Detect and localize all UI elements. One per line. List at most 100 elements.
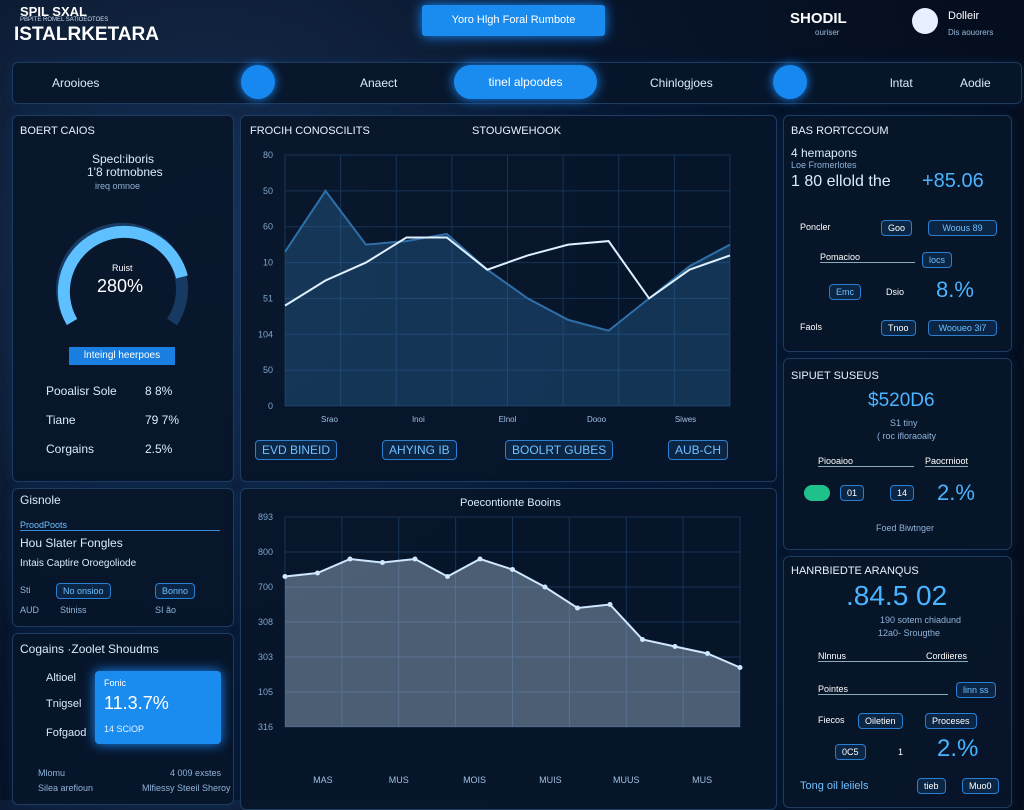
user-sub: ouriser bbox=[815, 28, 840, 37]
point bbox=[542, 584, 548, 590]
card-sub: 14 SCiOP bbox=[104, 724, 145, 734]
footer-text: Silea arefioun bbox=[38, 783, 94, 793]
status-panel bbox=[12, 115, 234, 482]
cell: SI ão bbox=[155, 605, 177, 615]
user-name[interactable]: SHODIL bbox=[790, 10, 847, 27]
nav-item[interactable]: Arooioes bbox=[52, 76, 100, 90]
nav-item[interactable]: lntat bbox=[890, 76, 913, 90]
summary-line: Loe Fromerlotes bbox=[791, 160, 857, 170]
chart-subtitle: STOUGWEHOOK bbox=[472, 125, 562, 137]
row-label: Paocrnioot bbox=[925, 456, 969, 467]
chip[interactable]: tieb bbox=[917, 778, 946, 794]
point bbox=[445, 574, 450, 579]
chip[interactable]: Tnoo bbox=[881, 320, 916, 336]
footer-text: Mlfiessy Steeil Sheroy bbox=[142, 783, 231, 793]
y-tick-label: 893 bbox=[258, 512, 273, 522]
x-tick-label: MAS bbox=[313, 775, 333, 785]
row-label: Corgains bbox=[46, 442, 95, 456]
toggle[interactable] bbox=[804, 485, 830, 501]
support-footer: Foed Biwtnger bbox=[876, 523, 935, 533]
user2-name[interactable]: Dolleir bbox=[948, 10, 980, 22]
chip[interactable]: No onsioo bbox=[56, 583, 111, 599]
nav-item[interactable]: Aodie bbox=[960, 76, 991, 90]
panel-title: Boert caios bbox=[20, 125, 95, 137]
highlight-card[interactable] bbox=[95, 671, 221, 744]
legend-button[interactable]: AHYING IB bbox=[382, 440, 457, 460]
point bbox=[282, 574, 288, 579]
panel-title: Sipuet Suseus bbox=[791, 370, 879, 382]
status-button[interactable]: lnteingl heerpoes bbox=[69, 347, 175, 365]
summary-delta: +85.06 bbox=[922, 170, 984, 192]
nav-item[interactable]: Anaect bbox=[360, 76, 398, 90]
cell: AUD bbox=[20, 605, 40, 615]
x-tick-label: Srao bbox=[321, 415, 338, 424]
cell: Stiniss bbox=[60, 605, 87, 615]
gauge-label: Ruist bbox=[112, 263, 133, 273]
x-tick-label: Elnol bbox=[499, 415, 517, 424]
y-tick-label: 50 bbox=[263, 365, 273, 375]
cell: Sti bbox=[20, 585, 31, 595]
point bbox=[380, 560, 385, 565]
chip[interactable]: 0C5 bbox=[835, 744, 866, 760]
y-tick-label: 80 bbox=[263, 150, 273, 160]
y-tick-label: 51 bbox=[263, 293, 273, 303]
card-value: 11.3.7% bbox=[104, 693, 169, 713]
row-label: Pointes bbox=[818, 684, 948, 695]
row-label: Tiane bbox=[46, 413, 76, 427]
x-tick-label: MOIS bbox=[463, 775, 486, 785]
chip[interactable]: locs bbox=[922, 252, 953, 268]
footer-text: 4 009 exstes bbox=[170, 768, 222, 778]
chip[interactable]: Proceses bbox=[925, 713, 977, 729]
user2-sub: Dis aouorers bbox=[948, 28, 994, 37]
nav-icon[interactable] bbox=[241, 65, 275, 99]
legend-button[interactable]: EVD BINEID bbox=[255, 440, 338, 460]
avatar[interactable] bbox=[912, 8, 938, 34]
chart-title: Frocih conoscilits bbox=[250, 125, 370, 137]
chip[interactable]: 01 bbox=[840, 485, 865, 501]
chip[interactable]: Wooueo 3i7 bbox=[928, 320, 997, 336]
handle-footer: Tong oil leiiels bbox=[800, 780, 869, 792]
console-panel bbox=[12, 488, 234, 627]
point bbox=[510, 567, 515, 572]
logo-sub: PBPITE ROMEL SATIOEOTOES bbox=[20, 17, 109, 23]
header-button[interactable]: Yoro Hlgh Foral Rumbote bbox=[422, 5, 605, 36]
point bbox=[477, 556, 483, 562]
panel-title: Gisnole bbox=[20, 493, 61, 507]
row-label: Piooaioo bbox=[818, 456, 914, 467]
support-percent: 2.% bbox=[937, 480, 975, 505]
row-value: 79 7% bbox=[145, 413, 180, 427]
chip[interactable]: linn ss bbox=[956, 682, 996, 698]
chip[interactable]: Emc bbox=[829, 284, 861, 300]
legend-button[interactable]: AUB-CH bbox=[668, 440, 729, 460]
support-value: $520D6 bbox=[868, 390, 935, 411]
row-label: Pomacioo bbox=[820, 252, 915, 263]
chip[interactable]: Bonno bbox=[155, 583, 196, 599]
nav-item[interactable]: Chinlogjoes bbox=[650, 76, 713, 90]
y-tick-label: 700 bbox=[258, 582, 273, 592]
support-sub: ( roc ifloraoaity bbox=[877, 431, 937, 441]
logo-top: SPIL SXAL bbox=[20, 4, 87, 19]
tab[interactable]: ProodPoots bbox=[20, 520, 220, 531]
nav-icon[interactable] bbox=[773, 65, 807, 99]
panel-title: Hanrbiedte Aranqus bbox=[791, 565, 919, 577]
x-tick-label: Siwes bbox=[675, 415, 696, 424]
row-value: 8 8% bbox=[145, 384, 173, 398]
gauge-fill bbox=[57, 225, 188, 326]
y-tick-label: 316 bbox=[258, 722, 273, 732]
status-line: ireq omnoe bbox=[95, 181, 141, 191]
footer-text: Mlomu bbox=[38, 768, 66, 778]
y-tick-label: 104 bbox=[258, 329, 273, 339]
chip[interactable]: Oiletien bbox=[858, 713, 903, 729]
x-tick-label: MUS bbox=[389, 775, 409, 785]
y-tick-label: 308 bbox=[258, 617, 273, 627]
chip[interactable]: Woous 89 bbox=[928, 220, 997, 236]
chip[interactable]: Muo0 bbox=[962, 778, 999, 794]
handle-sub: 190 sotem chiadund bbox=[880, 615, 962, 625]
x-tick-label: MUIS bbox=[539, 775, 562, 785]
legend-button[interactable]: BOOLRT GUBES bbox=[505, 440, 614, 460]
chip[interactable]: 14 bbox=[890, 485, 915, 501]
nav-item-active[interactable]: tinel alpoodes bbox=[454, 65, 597, 99]
y-tick-label: 50 bbox=[263, 186, 273, 196]
chip[interactable]: Goo bbox=[881, 220, 913, 236]
